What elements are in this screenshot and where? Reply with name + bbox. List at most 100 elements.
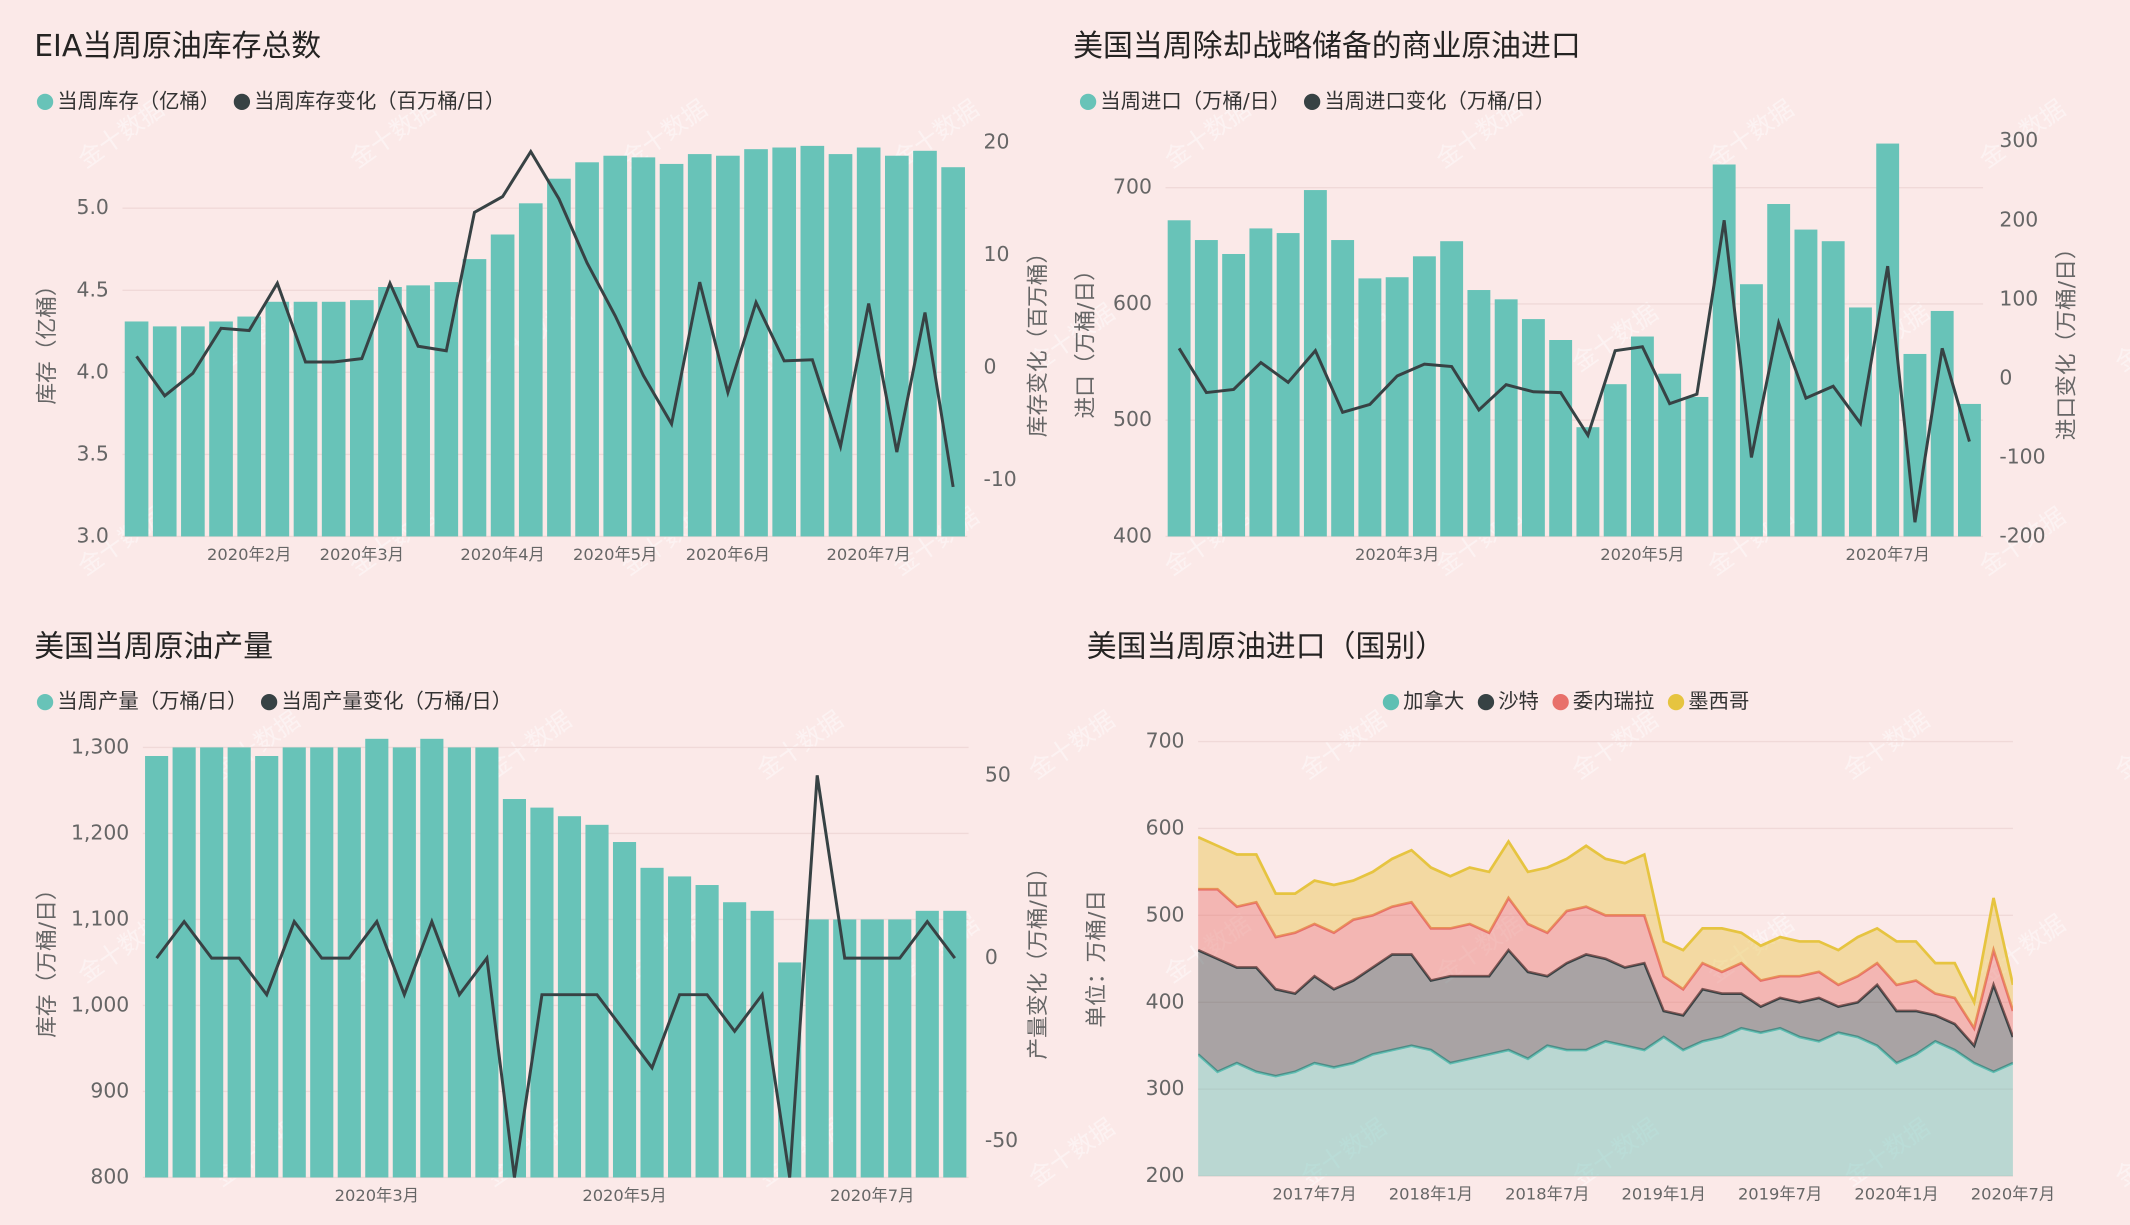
bar xyxy=(1331,240,1355,537)
legend-label: 委内瑞拉 xyxy=(1573,689,1654,713)
bar xyxy=(1494,299,1518,537)
y-tick-label: 400 xyxy=(1113,523,1152,547)
bar xyxy=(152,326,177,537)
area-band xyxy=(1198,950,2013,1077)
bar xyxy=(575,162,599,537)
bar xyxy=(124,321,149,537)
bar xyxy=(1821,241,1845,537)
x-tick-label: 2020年5月 xyxy=(582,1186,666,1205)
legend-label: 当周库存变化（百万桶/日） xyxy=(254,89,505,113)
bar xyxy=(1658,373,1682,537)
y-tick-label: 400 xyxy=(1146,989,1185,1013)
legend-marker xyxy=(1477,693,1495,711)
legend-marker xyxy=(1303,93,1321,111)
bar xyxy=(860,919,884,1178)
legend-marker xyxy=(260,693,278,711)
legend-label: 当周进口（万桶/日） xyxy=(1100,89,1290,113)
bar xyxy=(227,747,251,1178)
x-tick-label: 2019年1月 xyxy=(1622,1185,1706,1204)
bar xyxy=(1767,204,1791,537)
bar xyxy=(659,163,684,537)
x-tick-label: 2020年7月 xyxy=(826,545,910,564)
y2-tick-label: 300 xyxy=(1999,128,2038,152)
area-line xyxy=(1198,1026,2013,1078)
line xyxy=(155,775,957,1178)
legend-label: 当周产量（万桶/日） xyxy=(57,689,247,713)
bar xyxy=(888,919,912,1178)
bar xyxy=(406,285,430,537)
bar xyxy=(778,962,802,1178)
bar xyxy=(1358,278,1382,537)
y-axis-title: 库存（亿桶） xyxy=(35,274,60,404)
bar xyxy=(585,824,609,1178)
bar xyxy=(518,203,543,537)
x-tick-label: 2018年7月 xyxy=(1505,1185,1589,1204)
legend-label: 当周产量变化（万桶/日） xyxy=(281,689,512,713)
chart-title: 美国当周原油进口（国别） xyxy=(1087,629,1445,664)
bar xyxy=(293,301,318,537)
x-tick-label: 2020年4月 xyxy=(460,545,544,564)
legend-marker xyxy=(233,93,251,111)
y2-tick-label: 200 xyxy=(1999,207,2038,231)
bar xyxy=(255,756,279,1178)
line xyxy=(135,148,955,488)
y-tick-label: 900 xyxy=(90,1078,129,1102)
bar xyxy=(1303,190,1327,537)
bar xyxy=(530,807,554,1178)
area-line xyxy=(1198,887,2013,1032)
bar xyxy=(695,885,719,1178)
y2-tick-label: -10 xyxy=(984,467,1017,491)
bar xyxy=(723,902,747,1178)
y2-tick-label: -100 xyxy=(1999,444,2045,468)
bar xyxy=(915,910,939,1178)
bar xyxy=(1930,310,1954,537)
y-tick-label: 1,300 xyxy=(71,734,129,758)
bar xyxy=(1603,384,1627,537)
x-tick-label: 2020年7月 xyxy=(1971,1185,2055,1204)
legend-label: 沙特 xyxy=(1498,689,1539,713)
legend-label: 加拿大 xyxy=(1403,689,1464,713)
y2-tick-label: -50 xyxy=(985,1128,1018,1152)
bar xyxy=(913,150,937,537)
x-tick-label: 2020年6月 xyxy=(686,545,770,564)
y-axis-title: 库存（万桶/日） xyxy=(35,878,60,1037)
bar xyxy=(557,816,582,1178)
y2-tick-label: -200 xyxy=(1999,523,2045,547)
bar xyxy=(1412,256,1436,537)
bar xyxy=(856,147,881,537)
bar xyxy=(943,910,967,1178)
y2-tick-label: 0 xyxy=(984,355,997,379)
y2-tick-label: 10 xyxy=(984,242,1010,266)
x-tick-label: 2017年7月 xyxy=(1272,1185,1356,1204)
bar xyxy=(750,910,774,1178)
y2-axis-title: 库存变化（百万桶） xyxy=(1026,242,1051,437)
area-group xyxy=(1198,835,2013,1177)
bar xyxy=(1630,336,1654,537)
x-tick-label: 2020年1月 xyxy=(1854,1185,1938,1204)
legend-label: 当周库存（亿桶） xyxy=(57,89,220,113)
x-tick-label: 2018年1月 xyxy=(1389,1185,1473,1204)
y2-axis-title: 进口变化（万桶/日） xyxy=(2054,237,2079,440)
bar xyxy=(1440,241,1464,537)
legend-marker xyxy=(36,693,54,711)
y-axis-title: 单位：万桶/日 xyxy=(1085,890,1110,1028)
bar xyxy=(1385,277,1409,537)
legend-label: 当周进口变化（万桶/日） xyxy=(1324,89,1555,113)
chart-title: 美国当周原油产量 xyxy=(34,629,273,664)
y-tick-label: 500 xyxy=(1113,407,1152,431)
y2-tick-label: 50 xyxy=(985,762,1011,786)
bar xyxy=(828,154,853,537)
y-tick-label: 500 xyxy=(1146,902,1185,926)
bar xyxy=(612,842,637,1178)
x-tick-label: 2020年5月 xyxy=(573,545,657,564)
bar xyxy=(603,155,628,537)
y-tick-label: 1,200 xyxy=(71,820,129,844)
y-tick-label: 3.0 xyxy=(77,523,109,547)
bar xyxy=(490,234,515,537)
bar xyxy=(1467,290,1491,537)
y2-tick-label: 20 xyxy=(984,130,1010,154)
bar xyxy=(365,738,389,1178)
y2-tick-label: 100 xyxy=(1999,286,2038,310)
bar xyxy=(237,316,262,537)
x-tick-label: 2020年2月 xyxy=(207,545,291,564)
